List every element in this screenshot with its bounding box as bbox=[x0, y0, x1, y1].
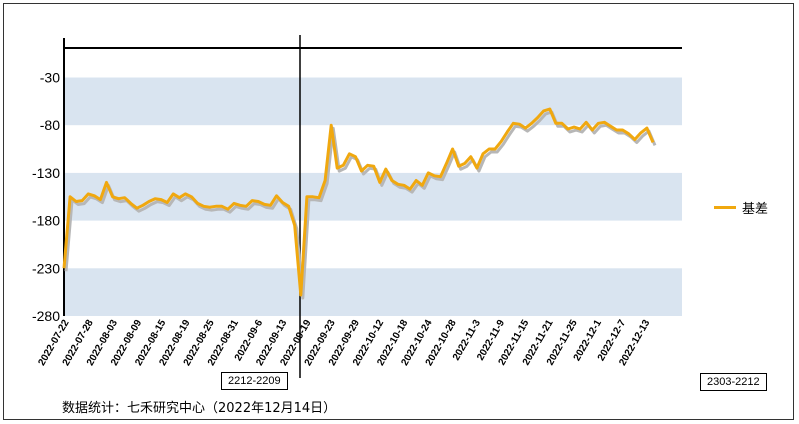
right-period-box: 2303-2212 bbox=[700, 373, 767, 391]
grid-bands bbox=[64, 77, 682, 316]
left-period-box: 2212-2209 bbox=[221, 372, 288, 390]
y-tick-label: -30 bbox=[40, 70, 60, 86]
y-tick-label: -180 bbox=[32, 213, 60, 229]
grid-band bbox=[64, 268, 682, 316]
series-group bbox=[62, 107, 657, 300]
y-axis-ticks: -30 -80 -130 -180 -230 -280 bbox=[32, 70, 60, 325]
y-tick-label: -80 bbox=[40, 117, 60, 133]
grid-band bbox=[64, 172, 682, 221]
y-tick-label: -280 bbox=[32, 308, 60, 324]
chart-frame bbox=[3, 3, 794, 420]
grid-band bbox=[64, 77, 682, 126]
legend: 基差 bbox=[714, 198, 768, 217]
axes bbox=[63, 35, 682, 378]
source-note: 数据统计：七禾研究中心（2022年12月14日） bbox=[62, 401, 337, 416]
y-tick-label: -130 bbox=[32, 165, 60, 181]
legend-label: 基差 bbox=[742, 201, 769, 216]
legend-swatch bbox=[714, 206, 736, 209]
y-tick-label: -230 bbox=[32, 260, 60, 276]
x-axis-ticks: 2022-07-222022-07-282022-08-032022-08-09… bbox=[36, 318, 652, 368]
series-line-jicha bbox=[62, 107, 655, 297]
